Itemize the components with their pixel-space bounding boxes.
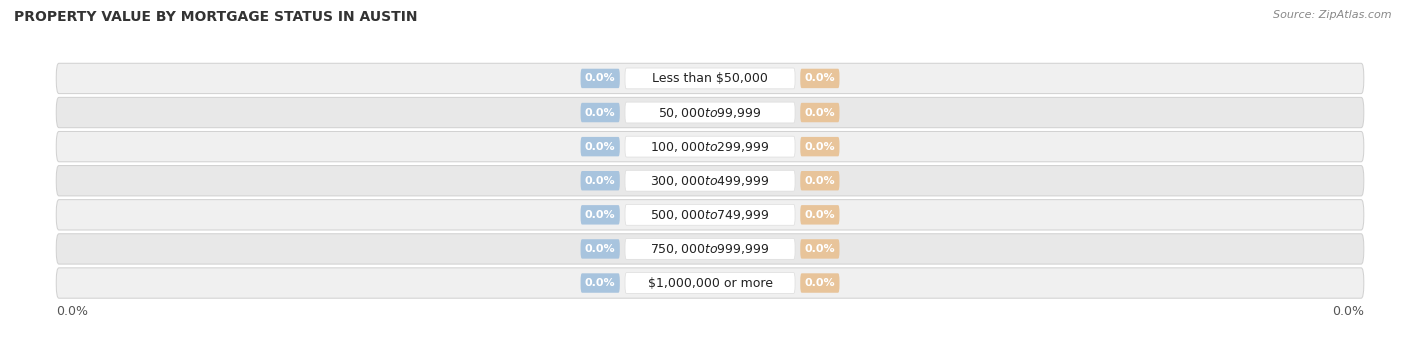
FancyBboxPatch shape <box>56 199 1364 230</box>
Text: 0.0%: 0.0% <box>804 142 835 152</box>
Text: $750,000 to $999,999: $750,000 to $999,999 <box>651 242 769 256</box>
Text: 0.0%: 0.0% <box>1331 305 1364 318</box>
Text: 0.0%: 0.0% <box>56 305 89 318</box>
Text: 0.0%: 0.0% <box>804 176 835 186</box>
FancyBboxPatch shape <box>800 137 839 156</box>
FancyBboxPatch shape <box>626 102 794 123</box>
FancyBboxPatch shape <box>581 205 620 224</box>
Text: 0.0%: 0.0% <box>804 107 835 118</box>
FancyBboxPatch shape <box>581 239 620 258</box>
FancyBboxPatch shape <box>56 131 1364 162</box>
FancyBboxPatch shape <box>626 136 794 157</box>
Text: Source: ZipAtlas.com: Source: ZipAtlas.com <box>1274 10 1392 20</box>
FancyBboxPatch shape <box>626 204 794 225</box>
Text: 0.0%: 0.0% <box>585 73 616 84</box>
Text: 0.0%: 0.0% <box>804 278 835 288</box>
FancyBboxPatch shape <box>800 273 839 293</box>
FancyBboxPatch shape <box>800 69 839 88</box>
Text: 0.0%: 0.0% <box>804 210 835 220</box>
Text: 0.0%: 0.0% <box>585 210 616 220</box>
FancyBboxPatch shape <box>581 69 620 88</box>
Text: PROPERTY VALUE BY MORTGAGE STATUS IN AUSTIN: PROPERTY VALUE BY MORTGAGE STATUS IN AUS… <box>14 10 418 24</box>
FancyBboxPatch shape <box>626 68 794 89</box>
FancyBboxPatch shape <box>800 103 839 122</box>
Text: 0.0%: 0.0% <box>585 176 616 186</box>
Text: $500,000 to $749,999: $500,000 to $749,999 <box>651 208 769 222</box>
FancyBboxPatch shape <box>56 98 1364 128</box>
Text: 0.0%: 0.0% <box>585 278 616 288</box>
FancyBboxPatch shape <box>800 171 839 190</box>
Text: $1,000,000 or more: $1,000,000 or more <box>648 277 772 290</box>
FancyBboxPatch shape <box>581 137 620 156</box>
Text: $50,000 to $99,999: $50,000 to $99,999 <box>658 105 762 120</box>
Text: $300,000 to $499,999: $300,000 to $499,999 <box>651 174 769 188</box>
FancyBboxPatch shape <box>56 268 1364 298</box>
Text: 0.0%: 0.0% <box>804 73 835 84</box>
FancyBboxPatch shape <box>800 205 839 224</box>
FancyBboxPatch shape <box>581 171 620 190</box>
FancyBboxPatch shape <box>56 234 1364 264</box>
FancyBboxPatch shape <box>626 170 794 191</box>
FancyBboxPatch shape <box>581 103 620 122</box>
FancyBboxPatch shape <box>56 63 1364 93</box>
Text: 0.0%: 0.0% <box>585 107 616 118</box>
Text: 0.0%: 0.0% <box>804 244 835 254</box>
FancyBboxPatch shape <box>626 238 794 259</box>
Text: 0.0%: 0.0% <box>585 142 616 152</box>
FancyBboxPatch shape <box>626 272 794 293</box>
FancyBboxPatch shape <box>800 239 839 258</box>
FancyBboxPatch shape <box>56 165 1364 196</box>
Text: 0.0%: 0.0% <box>585 244 616 254</box>
Text: $100,000 to $299,999: $100,000 to $299,999 <box>651 139 769 154</box>
FancyBboxPatch shape <box>581 273 620 293</box>
Text: Less than $50,000: Less than $50,000 <box>652 72 768 85</box>
